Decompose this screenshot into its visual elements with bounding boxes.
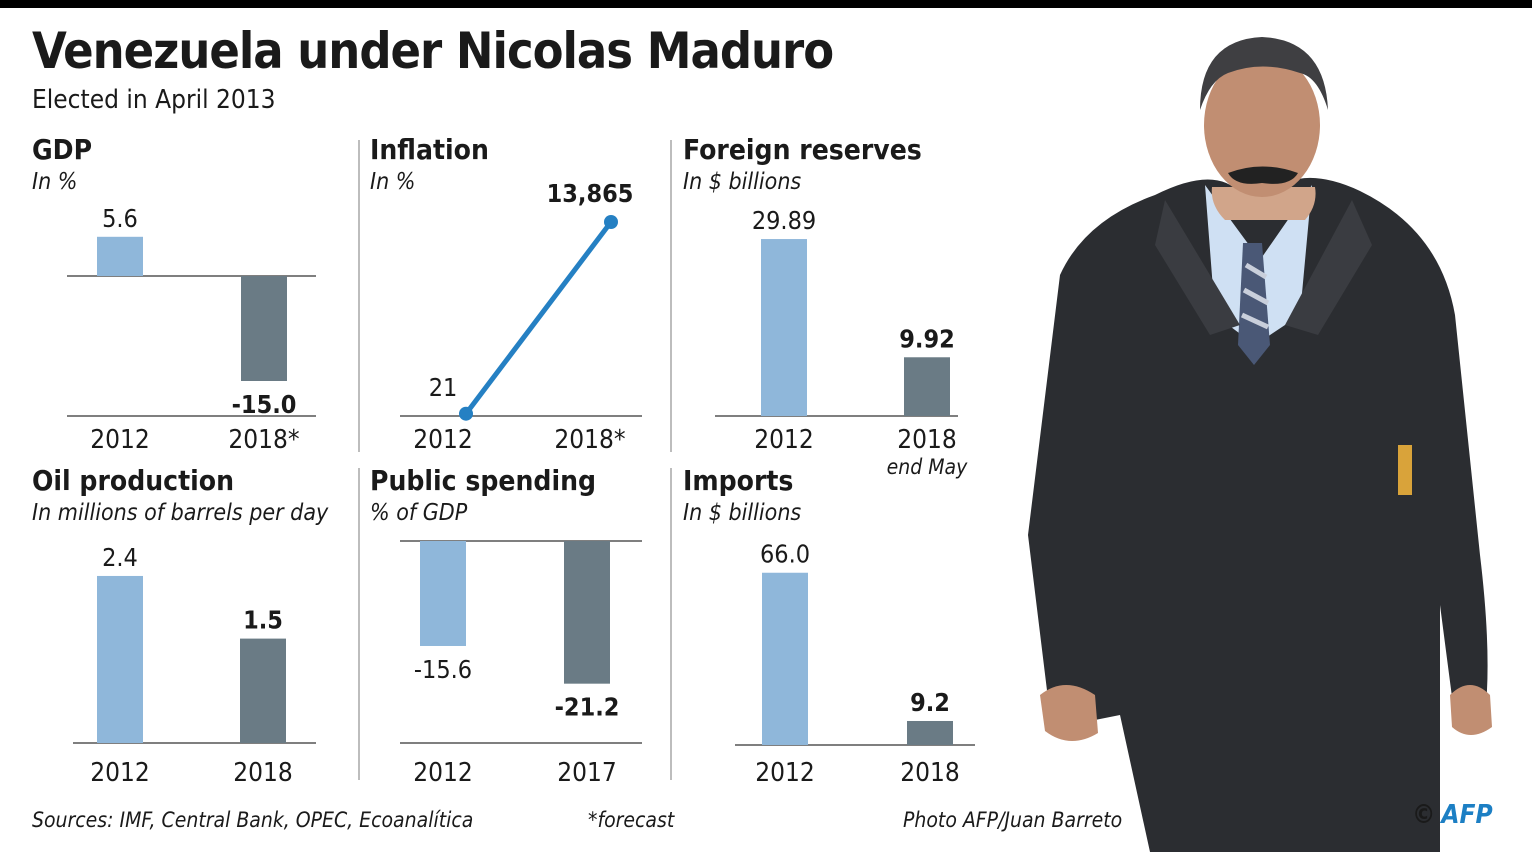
reserves-note: end May	[887, 455, 968, 479]
oil-category-label-1: 2018	[233, 758, 293, 788]
gdp-title: GDP	[32, 133, 93, 166]
reserves-category-label-0: 2012	[754, 425, 814, 455]
separator-bottom-right	[670, 468, 672, 780]
oil-bar-0	[97, 575, 143, 743]
inflation-category-label-0: 2012	[413, 425, 473, 455]
oil-value-label-1: 1.5	[243, 606, 283, 635]
separator-bottom-left	[358, 468, 360, 780]
inflation-value-label-0: 21	[429, 373, 458, 402]
inflation-title: Inflation	[370, 133, 489, 166]
imports-value-label-1: 9.2	[910, 688, 950, 717]
inflation-series-line	[463, 219, 614, 417]
reserves-bar-0	[761, 239, 807, 416]
afp-logo: AFP	[1441, 800, 1493, 830]
imports-bar-1	[907, 720, 953, 745]
spending-unit: % of GDP	[370, 500, 468, 526]
separator-top-left	[358, 140, 360, 452]
imports-category-label-1: 2018	[900, 758, 960, 788]
reserves-value-label-0: 29.89	[752, 206, 816, 235]
imports-value-label-0: 66.0	[760, 540, 810, 569]
spending-category-label-1: 2017	[557, 758, 617, 788]
sources-note: Sources: IMF, Central Bank, OPEC, Ecoana…	[32, 808, 474, 832]
inflation-value-label-1: 13,865	[547, 179, 634, 208]
gdp-bar-0	[97, 236, 143, 276]
inflation-point-1	[604, 215, 618, 229]
reserves-unit: In $ billions	[683, 169, 802, 195]
reserves-title: Foreign reserves	[683, 133, 922, 166]
separator-top-right	[670, 140, 672, 452]
spending-title: Public spending	[370, 464, 597, 497]
oil-bar-1	[240, 638, 286, 743]
forecast-note: *forecast	[588, 808, 675, 832]
spending-bar-1	[564, 541, 610, 684]
gdp-category-label-0: 2012	[90, 425, 150, 455]
maduro-photo	[1028, 37, 1492, 852]
inflation-category-label-1: 2018*	[554, 425, 625, 455]
oil-value-label-0: 2.4	[102, 543, 138, 572]
oil-unit: In millions of barrels per day	[32, 500, 329, 526]
oil-title: Oil production	[32, 464, 235, 497]
top-bar	[0, 0, 1532, 8]
gdp-unit: In %	[32, 169, 78, 195]
gdp-value-label-0: 5.6	[102, 204, 138, 233]
spending-value-label-1: -21.2	[555, 693, 620, 722]
gdp-category-label-1: 2018*	[228, 425, 299, 455]
inflation-unit: In %	[370, 169, 416, 195]
page-subtitle: Elected in April 2013	[32, 85, 276, 115]
gdp-bar-1	[241, 276, 287, 381]
spending-category-label-0: 2012	[413, 758, 473, 788]
copyright-symbol: ©	[1412, 800, 1436, 830]
gdp-value-label-1: -15.0	[232, 390, 297, 419]
imports-unit: In $ billions	[683, 500, 802, 526]
imports-category-label-0: 2012	[755, 758, 815, 788]
reserves-value-label-1: 9.92	[899, 324, 955, 353]
reserves-bar-1	[904, 357, 950, 416]
oil-category-label-0: 2012	[90, 758, 150, 788]
spending-value-label-0: -15.6	[414, 655, 472, 684]
imports-title: Imports	[683, 464, 794, 497]
inflation-point-0	[459, 406, 473, 421]
spending-bar-0	[420, 541, 466, 646]
reserves-category-label-1: 2018	[897, 425, 957, 455]
imports-bar-0	[762, 572, 808, 745]
page-title: Venezuela under Nicolas Maduro	[32, 22, 834, 80]
photo-credit: Photo AFP/Juan Barreto	[903, 808, 1123, 832]
afp-credit: © AFP	[1412, 800, 1493, 830]
